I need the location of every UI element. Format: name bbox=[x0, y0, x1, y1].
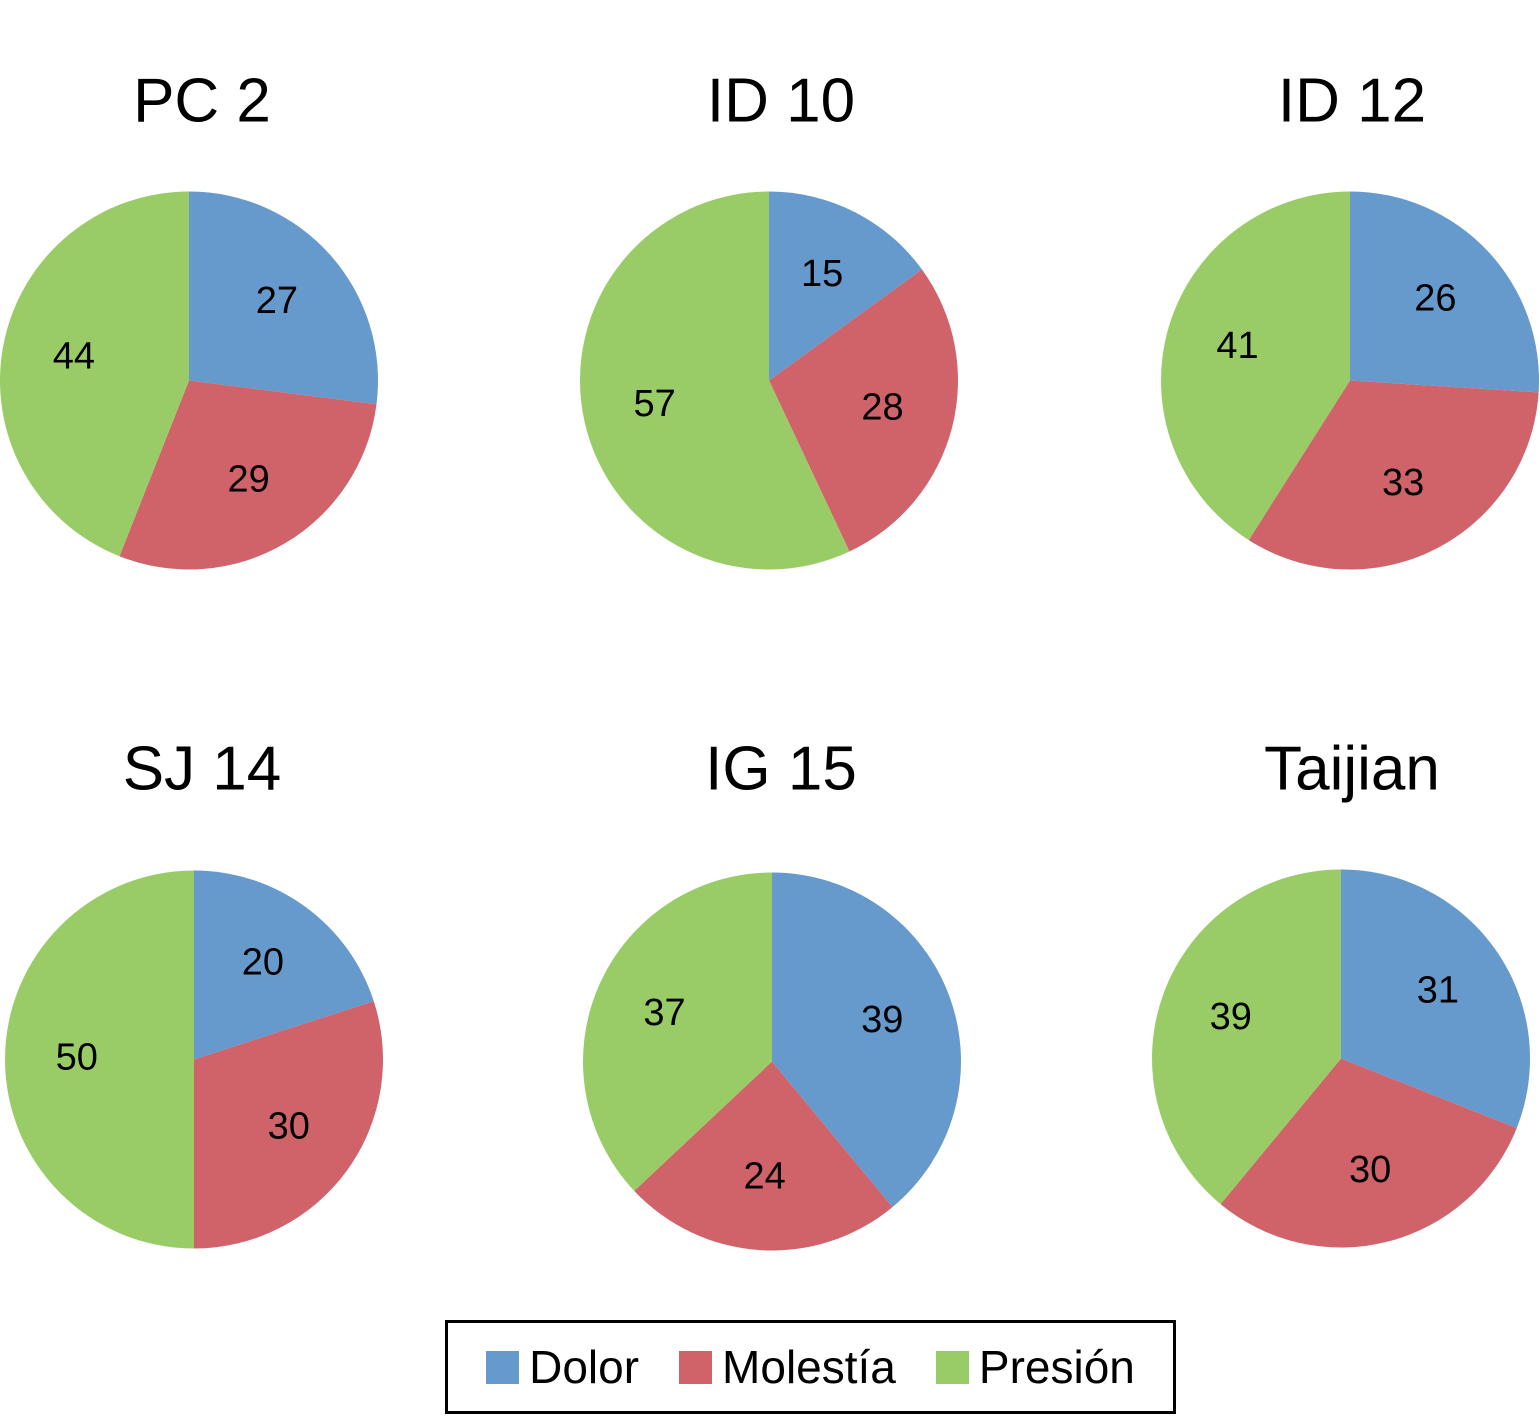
legend-swatch-molestia bbox=[679, 1350, 713, 1384]
pie-taijian: Taijian 31 30 39 bbox=[1151, 735, 1531, 1248]
pie-slice-presi-n bbox=[1151, 869, 1341, 1205]
pie-ig-15: IG 15 39 24 37 bbox=[582, 735, 961, 1251]
slice-value-label: 28 bbox=[861, 387, 903, 429]
slice-value-label: 29 bbox=[228, 458, 270, 500]
pie-slice-molest-a bbox=[119, 380, 377, 570]
pie-title: SJ 14 bbox=[123, 735, 282, 804]
pie-slice-presi-n bbox=[1161, 191, 1350, 541]
pie-sj-14: SJ 14 20 30 50 bbox=[5, 735, 384, 1249]
pie-slice-dolor bbox=[194, 870, 374, 1060]
pie-slice-presi-n bbox=[579, 191, 850, 570]
slice-value-label: 33 bbox=[1382, 462, 1424, 504]
pie-title: ID 10 bbox=[707, 67, 855, 136]
pie-title: IG 15 bbox=[705, 735, 857, 804]
legend: Dolor Molestía Presión bbox=[445, 1320, 1176, 1414]
legend-item-presion: Presión bbox=[935, 1340, 1135, 1394]
slice-value-label: 27 bbox=[256, 280, 298, 322]
slice-value-label: 26 bbox=[1414, 277, 1456, 319]
slice-value-label: 39 bbox=[861, 999, 903, 1041]
pie-title: ID 12 bbox=[1278, 67, 1426, 136]
legend-swatch-dolor bbox=[486, 1350, 520, 1384]
pie-slice-molest-a bbox=[194, 1001, 384, 1249]
pie-slice-dolor bbox=[189, 191, 378, 405]
pie-slice-molest-a bbox=[1248, 380, 1539, 570]
slice-value-label: 41 bbox=[1216, 325, 1258, 367]
pie-title: PC 2 bbox=[133, 67, 271, 136]
legend-label-molestia: Molestía bbox=[722, 1341, 896, 1393]
slice-value-label: 44 bbox=[53, 336, 95, 378]
pie-slice-presi-n bbox=[582, 872, 772, 1191]
pie-slice-molest-a bbox=[1220, 1058, 1517, 1248]
pie-title: Taijian bbox=[1264, 735, 1440, 804]
slice-value-label: 50 bbox=[56, 1037, 98, 1079]
slice-value-label: 30 bbox=[1349, 1149, 1391, 1191]
slice-value-label: 30 bbox=[268, 1105, 310, 1147]
pie-slice-molest-a bbox=[634, 1061, 893, 1251]
slice-value-label: 37 bbox=[643, 992, 685, 1034]
pie-slice-presi-n bbox=[5, 870, 194, 1249]
pie-slice-presi-n bbox=[0, 191, 189, 557]
slice-value-label: 24 bbox=[744, 1155, 786, 1197]
pie-id-12: ID 12 26 33 41 bbox=[1161, 67, 1539, 570]
pie-id-10: ID 10 15 28 57 bbox=[579, 67, 958, 570]
slice-value-label: 57 bbox=[634, 383, 676, 425]
legend-label-presion: Presión bbox=[978, 1341, 1135, 1393]
legend-label-dolor: Dolor bbox=[529, 1341, 640, 1393]
slice-value-label: 39 bbox=[1210, 996, 1252, 1038]
slice-value-label: 20 bbox=[242, 942, 284, 984]
pie-slice-molest-a bbox=[769, 269, 958, 552]
slice-value-label: 15 bbox=[801, 253, 843, 295]
pie-slice-dolor bbox=[772, 872, 961, 1208]
pie-pc-2: PC 2 27 29 44 bbox=[0, 67, 378, 570]
slice-value-label: 31 bbox=[1417, 970, 1459, 1012]
legend-item-molestia: Molestía bbox=[679, 1340, 896, 1394]
pie-slice-dolor bbox=[1341, 869, 1531, 1129]
legend-swatch-presion bbox=[935, 1350, 969, 1384]
pie-slice-dolor bbox=[769, 191, 922, 381]
pie-slice-dolor bbox=[1350, 191, 1539, 393]
legend-item-dolor: Dolor bbox=[486, 1340, 639, 1394]
